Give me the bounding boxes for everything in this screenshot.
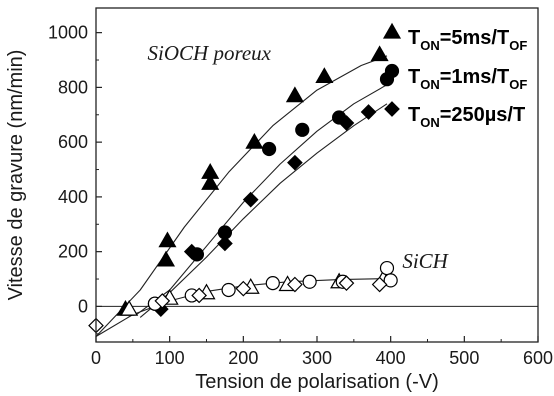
data-point-filled-triangle — [370, 45, 389, 62]
legend: TON=5ms/TOF TON=1ms/TOF TON=250µs/T — [408, 27, 527, 130]
legend-marker-filled-triangle — [382, 22, 402, 39]
data-point-filled-diamond — [242, 191, 259, 208]
data-point-open-diamond — [338, 275, 355, 291]
x-tick-label: 400 — [376, 348, 406, 368]
data-point-open-diamond — [154, 293, 171, 309]
x-tick-label: 200 — [228, 348, 258, 368]
data-point-filled-diamond — [217, 235, 233, 252]
x-tick-label: 600 — [523, 348, 553, 368]
legend-entry-1ms: TON=1ms/TOF — [408, 66, 527, 92]
x-tick-label: 0 — [91, 348, 101, 368]
y-tick-label: 0 — [78, 296, 88, 316]
x-axis-title: Tension de polarisation (-V) — [195, 371, 438, 393]
y-tick-label: 600 — [58, 132, 88, 152]
data-point-open-circle — [383, 273, 398, 288]
data-point-filled-triangle — [156, 250, 176, 267]
x-tick-label: 500 — [449, 348, 479, 368]
legend-entry-5ms: TON=5ms/TOF — [408, 27, 527, 53]
plot-area — [88, 7, 539, 343]
data-point-filled-circle — [295, 122, 310, 137]
data-point-open-diamond — [235, 280, 252, 297]
fit-curve-0 — [95, 55, 388, 337]
data-point-filled-triangle — [158, 231, 177, 248]
data-point-filled-triangle — [285, 86, 304, 103]
legend-marker-filled-diamond — [384, 101, 400, 117]
y-axis-title: Vitesse de gravure (nm/min) — [5, 50, 27, 301]
fit-curve-1 — [136, 84, 388, 316]
data-point-filled-triangle — [315, 67, 334, 84]
data-point-filled-triangle — [201, 174, 220, 190]
data-point-open-triangle — [120, 299, 139, 316]
data-point-open-circle — [302, 274, 317, 289]
x-tick-label: 100 — [155, 348, 185, 368]
y-axis: 0 200 400 600 800 1000 — [48, 23, 102, 335]
y-tick-label: 400 — [58, 187, 88, 207]
data-point-filled-diamond — [183, 243, 200, 260]
data-point-open-diamond — [371, 276, 388, 293]
y-tick-label: 1000 — [48, 23, 88, 43]
x-axis: 0 100 200 300 400 500 600 — [91, 336, 553, 368]
data-point-open-diamond — [191, 287, 207, 304]
data-point-open-circle — [379, 260, 395, 276]
annotation-sioch: SiOCH poreux — [148, 41, 272, 65]
y-tick-label: 200 — [58, 242, 88, 262]
data-point-open-diamond — [287, 276, 303, 293]
data-markers — [88, 22, 402, 334]
legend-marker-filled-circle — [384, 63, 400, 79]
data-point-filled-triangle — [245, 132, 264, 149]
y-tick-label: 800 — [58, 77, 88, 97]
legend-entry-250us: TON=250µs/T — [408, 104, 525, 130]
data-point-filled-circle — [262, 141, 277, 157]
x-tick-label: 300 — [302, 348, 332, 368]
annotation-sich: SiCH — [402, 249, 449, 273]
data-point-filled-diamond — [360, 104, 377, 120]
data-point-open-circle — [221, 282, 236, 298]
data-point-filled-diamond — [287, 154, 303, 171]
data-point-filled-diamond — [338, 115, 355, 131]
fit-curve-2 — [139, 103, 388, 318]
data-point-open-circle — [265, 276, 280, 291]
